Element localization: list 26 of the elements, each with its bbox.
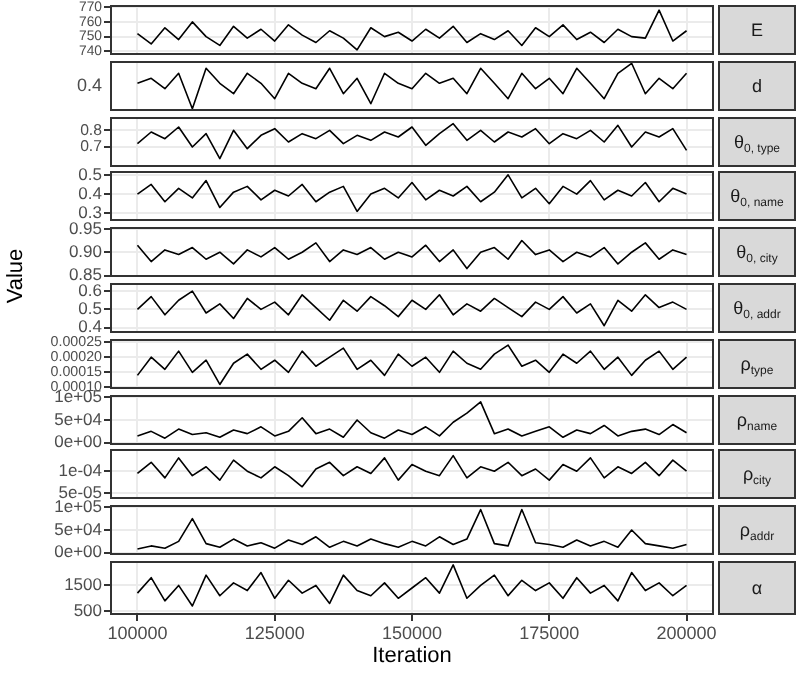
x-axis-title: Iteration [372, 643, 452, 668]
y-tick-label: 0.4 [78, 316, 103, 337]
y-axis-title: Value [4, 247, 28, 308]
y-tick-label: 5e+04 [54, 519, 103, 540]
y-tick-label: 1500 [64, 574, 103, 595]
y-tick-label: 0e+00 [54, 541, 103, 562]
y-tick-label: 0.5 [78, 298, 103, 319]
y-tick-label: 0e+00 [54, 430, 103, 451]
y-tick-label: 0.5 [78, 164, 103, 185]
y2-axis-title: α [751, 578, 763, 598]
x-tick-label: 150000 [381, 622, 443, 643]
x-tick-label: 200000 [656, 622, 717, 643]
y-tick-label: 0.3 [78, 202, 103, 223]
y2-axis-title: d [751, 75, 763, 96]
y-tick-label: 500 [73, 599, 103, 620]
y-tick-label: 0.95 [68, 217, 103, 238]
y-tick-label: 0.90 [68, 241, 103, 262]
y-tick-label: 1e-04 [58, 460, 103, 481]
x-tick-label: 175000 [519, 622, 580, 643]
y-tick-label: 0.6 [78, 279, 103, 300]
y2-axis-title: E [751, 20, 764, 40]
y-tick-label: 5e+04 [54, 407, 103, 428]
y-tick-label: 0.4 [78, 183, 103, 204]
x-tick-label: 100000 [107, 622, 168, 643]
x-tick-label: 125000 [244, 622, 305, 643]
y-tick-label: 0.85 [68, 264, 103, 285]
